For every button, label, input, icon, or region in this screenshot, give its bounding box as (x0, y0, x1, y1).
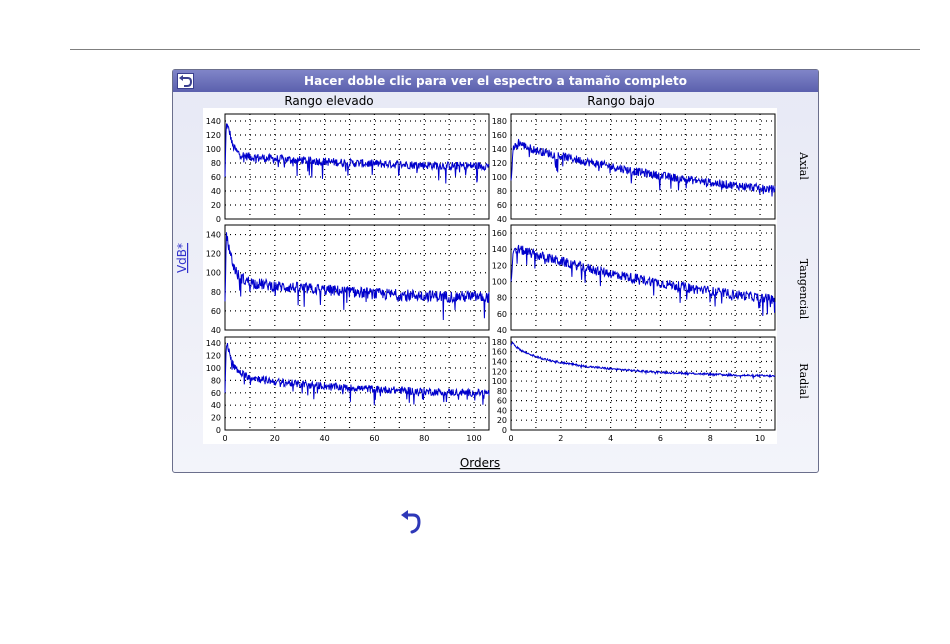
y-tick-label-elevado-tangencial: 60 (211, 307, 221, 316)
x-tick-label-elevado-radial: 20 (270, 434, 280, 443)
x-tick-label-bajo-radial: 6 (658, 434, 663, 443)
y-tick-label-elevado-tangencial: 80 (211, 288, 221, 297)
row-label-radial: Radial (797, 363, 810, 399)
x-tick-label-bajo-radial: 4 (608, 434, 613, 443)
back-arrow-icon[interactable] (177, 73, 194, 89)
y-tick-label-elevado-axial: 20 (211, 201, 221, 210)
y-tick-label-bajo-radial: 160 (492, 348, 507, 357)
y-tick-label-bajo-radial: 80 (497, 387, 507, 396)
y-tick-label-bajo-radial: 140 (492, 357, 507, 366)
y-tick-label-elevado-radial: 20 (211, 414, 221, 423)
subplot-elevado-tangencial (224, 224, 490, 331)
series-line-bajo-tangencial (510, 244, 776, 317)
subplot-elevado-axial (224, 113, 490, 220)
y-tick-label-bajo-radial: 20 (497, 416, 507, 425)
subplot-bajo-radial (510, 336, 776, 431)
x-tick-label-elevado-radial: 40 (320, 434, 330, 443)
y-tick-label-elevado-axial: 120 (206, 131, 221, 140)
column-label-bajo: Rango bajo (587, 94, 654, 108)
y-tick-label-elevado-tangencial: 40 (211, 326, 221, 335)
y-tick-label-bajo-axial: 140 (492, 145, 507, 154)
row-label-axial: Axial (797, 151, 810, 180)
x-tick-label-elevado-radial: 100 (466, 434, 481, 443)
y-tick-label-elevado-axial: 40 (211, 187, 221, 196)
y-tick-label-elevado-radial: 0 (216, 426, 221, 435)
x-tick-label-elevado-radial: 80 (419, 434, 429, 443)
x-axis-label: Orders (460, 456, 500, 470)
subplot-elevado-radial (224, 336, 490, 431)
title-bar (173, 70, 818, 92)
y-tick-label-bajo-radial: 0 (502, 426, 507, 435)
back-arrow-icon[interactable] (400, 509, 422, 537)
y-tick-label-bajo-radial: 120 (492, 367, 507, 376)
y-tick-label-bajo-axial: 120 (492, 159, 507, 168)
y-tick-label-elevado-radial: 80 (211, 376, 221, 385)
y-tick-label-elevado-axial: 140 (206, 117, 221, 126)
y-tick-label-elevado-tangencial: 140 (206, 231, 221, 240)
y-tick-label-bajo-radial: 40 (497, 406, 507, 415)
y-tick-label-elevado-radial: 100 (206, 364, 221, 373)
x-tick-label-elevado-radial: 60 (369, 434, 379, 443)
y-tick-label-elevado-radial: 60 (211, 389, 221, 398)
y-axis-label: VdB* (175, 243, 189, 273)
y-tick-label-bajo-axial: 180 (492, 117, 507, 126)
series-line-bajo-axial (510, 138, 776, 197)
title-text[interactable]: Hacer doble clic para ver el espectro a … (304, 74, 687, 88)
y-tick-label-bajo-radial: 180 (492, 338, 507, 347)
y-tick-label-bajo-tangencial: 80 (497, 294, 507, 303)
y-tick-label-bajo-axial: 80 (497, 187, 507, 196)
y-tick-label-elevado-tangencial: 120 (206, 250, 221, 259)
y-tick-label-bajo-tangencial: 120 (492, 261, 507, 270)
y-tick-label-bajo-tangencial: 160 (492, 229, 507, 238)
y-tick-label-bajo-axial: 40 (497, 215, 507, 224)
series-line-elevado-tangencial (224, 232, 490, 321)
x-tick-label-bajo-radial: 8 (708, 434, 713, 443)
x-tick-label-elevado-radial: 0 (222, 434, 227, 443)
subplot-bajo-axial (510, 113, 776, 220)
y-tick-label-elevado-tangencial: 100 (206, 269, 221, 278)
y-tick-label-bajo-axial: 160 (492, 131, 507, 140)
x-tick-label-bajo-radial: 2 (558, 434, 563, 443)
y-tick-label-bajo-radial: 60 (497, 397, 507, 406)
x-tick-label-bajo-radial: 10 (755, 434, 765, 443)
top-divider (70, 49, 920, 50)
y-tick-label-bajo-tangencial: 60 (497, 310, 507, 319)
y-tick-label-bajo-tangencial: 40 (497, 326, 507, 335)
y-tick-label-elevado-axial: 100 (206, 145, 221, 154)
series-line-bajo-radial (510, 341, 776, 380)
y-tick-label-bajo-tangencial: 100 (492, 278, 507, 287)
y-tick-label-bajo-axial: 100 (492, 173, 507, 182)
y-tick-label-bajo-axial: 60 (497, 201, 507, 210)
series-line-elevado-axial (224, 123, 490, 184)
y-tick-label-elevado-radial: 40 (211, 401, 221, 410)
column-label-elevado: Rango elevado (284, 94, 373, 108)
row-label-tangencial: Tangencial (797, 259, 810, 320)
y-tick-label-elevado-axial: 60 (211, 173, 221, 182)
y-tick-label-bajo-tangencial: 140 (492, 245, 507, 254)
series-line-elevado-radial (224, 343, 490, 406)
y-tick-label-elevado-axial: 0 (216, 215, 221, 224)
y-tick-label-bajo-radial: 100 (492, 377, 507, 386)
y-tick-label-elevado-axial: 80 (211, 159, 221, 168)
x-tick-label-bajo-radial: 0 (508, 434, 513, 443)
y-tick-label-elevado-radial: 140 (206, 339, 221, 348)
y-tick-label-elevado-radial: 120 (206, 352, 221, 361)
